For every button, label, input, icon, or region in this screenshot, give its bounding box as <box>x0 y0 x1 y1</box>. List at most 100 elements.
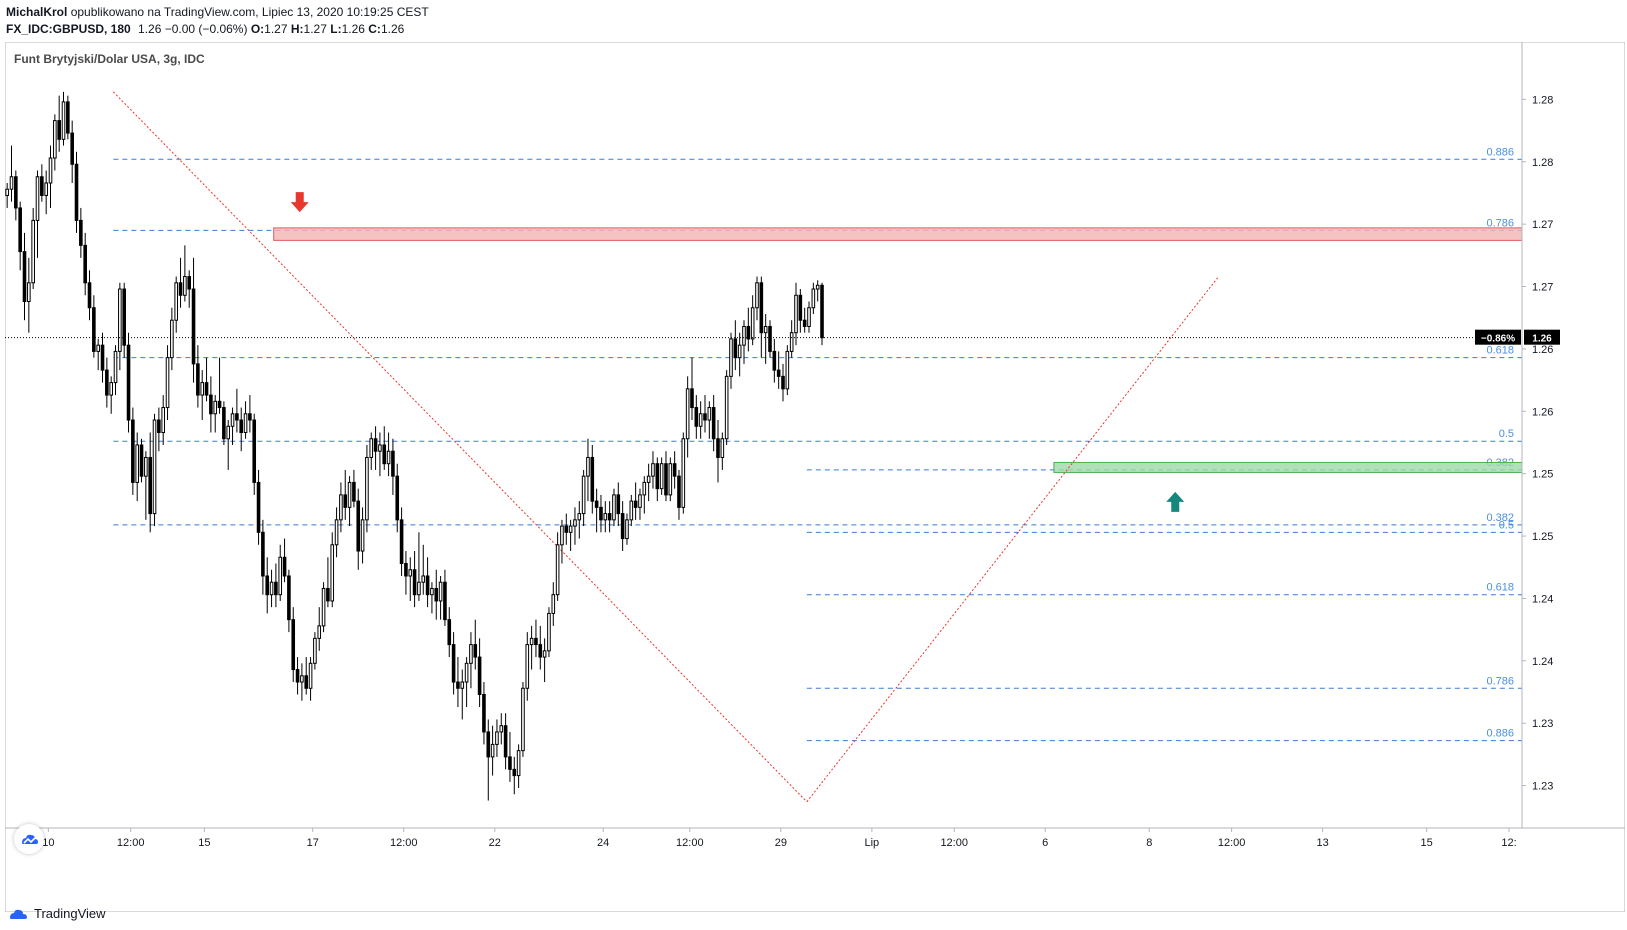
candle <box>57 95 61 152</box>
candle <box>135 432 139 502</box>
candle-body <box>815 284 820 290</box>
candle <box>187 270 192 308</box>
candle-body <box>256 481 261 533</box>
candle <box>148 432 152 533</box>
candle-body <box>763 325 768 334</box>
candle-body <box>360 519 365 552</box>
candle <box>261 519 265 595</box>
candle <box>577 501 582 539</box>
candle <box>31 207 35 290</box>
candle <box>811 282 816 314</box>
candle-body <box>737 344 742 359</box>
candle-body <box>408 569 413 577</box>
candle-body <box>516 750 521 777</box>
candle <box>222 401 226 445</box>
footer-brand: TradingView <box>8 906 106 921</box>
candle-body <box>174 282 179 321</box>
candle <box>603 501 608 533</box>
y-tick-label: 1.26 <box>1532 406 1553 418</box>
candle-body <box>278 556 283 596</box>
candle <box>226 420 231 470</box>
x-tick-label: 24 <box>597 837 609 849</box>
candle <box>399 507 404 576</box>
candle-body <box>655 463 660 490</box>
x-tick-label: 22 <box>489 837 501 849</box>
candle-body <box>590 456 595 502</box>
candle-body <box>369 438 374 458</box>
candle <box>287 569 291 633</box>
candle-body <box>330 544 335 602</box>
candle <box>720 432 725 470</box>
candle <box>477 638 482 707</box>
candle-body <box>243 413 248 434</box>
candle <box>204 357 209 402</box>
candle-body <box>135 444 139 483</box>
candle <box>295 657 300 695</box>
candle <box>304 657 309 695</box>
y-tick-label: 1.26 <box>1532 344 1553 356</box>
candle <box>768 320 772 358</box>
author-name[interactable]: MichalKrol <box>6 5 68 19</box>
tradingview-logo-icon[interactable] <box>14 824 44 854</box>
ohlc-close-label: C: <box>368 22 381 36</box>
candle-body <box>677 475 681 508</box>
candle <box>382 426 387 470</box>
ohlc-open-label: O: <box>250 22 265 36</box>
y-tick-label: 1.25 <box>1532 469 1553 481</box>
ohlc-high: 1.27 <box>303 22 327 36</box>
candle-body <box>226 425 231 440</box>
candle <box>438 575 443 620</box>
candle <box>213 395 218 433</box>
x-tick-label: 6 <box>1042 837 1048 849</box>
candle <box>521 682 525 757</box>
candle <box>642 476 647 514</box>
candle <box>633 482 638 520</box>
candle-body <box>694 407 699 427</box>
candle-body <box>170 319 174 359</box>
candle-body <box>659 463 664 490</box>
candle-body <box>629 500 634 521</box>
price-badge-text: 1.26 <box>1532 334 1552 345</box>
candle-body <box>425 575 430 596</box>
candle-body <box>22 251 27 303</box>
change-badge <box>1475 329 1521 345</box>
candle <box>759 276 764 358</box>
candle <box>282 538 287 583</box>
candle-body <box>161 407 166 434</box>
candle-body <box>118 288 122 352</box>
candle-body <box>308 662 313 689</box>
candle-body <box>568 525 573 533</box>
candle-body <box>18 207 22 253</box>
candle-body <box>139 444 144 477</box>
price-chart[interactable]: 0.8860.7860.6180.50.3820.3820.50.6180.78… <box>5 42 1625 912</box>
candle <box>61 91 66 146</box>
candle <box>40 164 44 202</box>
y-tick-label: 1.28 <box>1532 157 1553 169</box>
candle <box>564 513 569 545</box>
candle <box>755 276 759 321</box>
candle-body <box>5 188 9 196</box>
candle <box>473 619 478 670</box>
candle-body <box>499 725 504 733</box>
candle <box>581 469 586 527</box>
candle <box>620 501 625 552</box>
candle-body <box>40 176 44 196</box>
candle-body <box>421 575 426 583</box>
candle-body <box>672 463 677 477</box>
candle-body <box>724 375 729 440</box>
candle-body <box>144 456 148 477</box>
candle-body <box>282 556 287 577</box>
candle <box>126 332 131 433</box>
candle-body <box>703 413 707 421</box>
candle-body <box>165 357 170 409</box>
candle-body <box>482 694 486 733</box>
candle-body <box>191 288 196 365</box>
x-tick-label: 15 <box>1421 837 1433 849</box>
candle <box>44 170 48 215</box>
candle <box>339 482 343 533</box>
candle <box>672 451 677 489</box>
candle-body <box>434 587 439 602</box>
candle-body <box>594 500 599 508</box>
candle <box>343 469 348 520</box>
quote-change: 1.26 −0.00 (−0.06%) <box>138 22 248 36</box>
